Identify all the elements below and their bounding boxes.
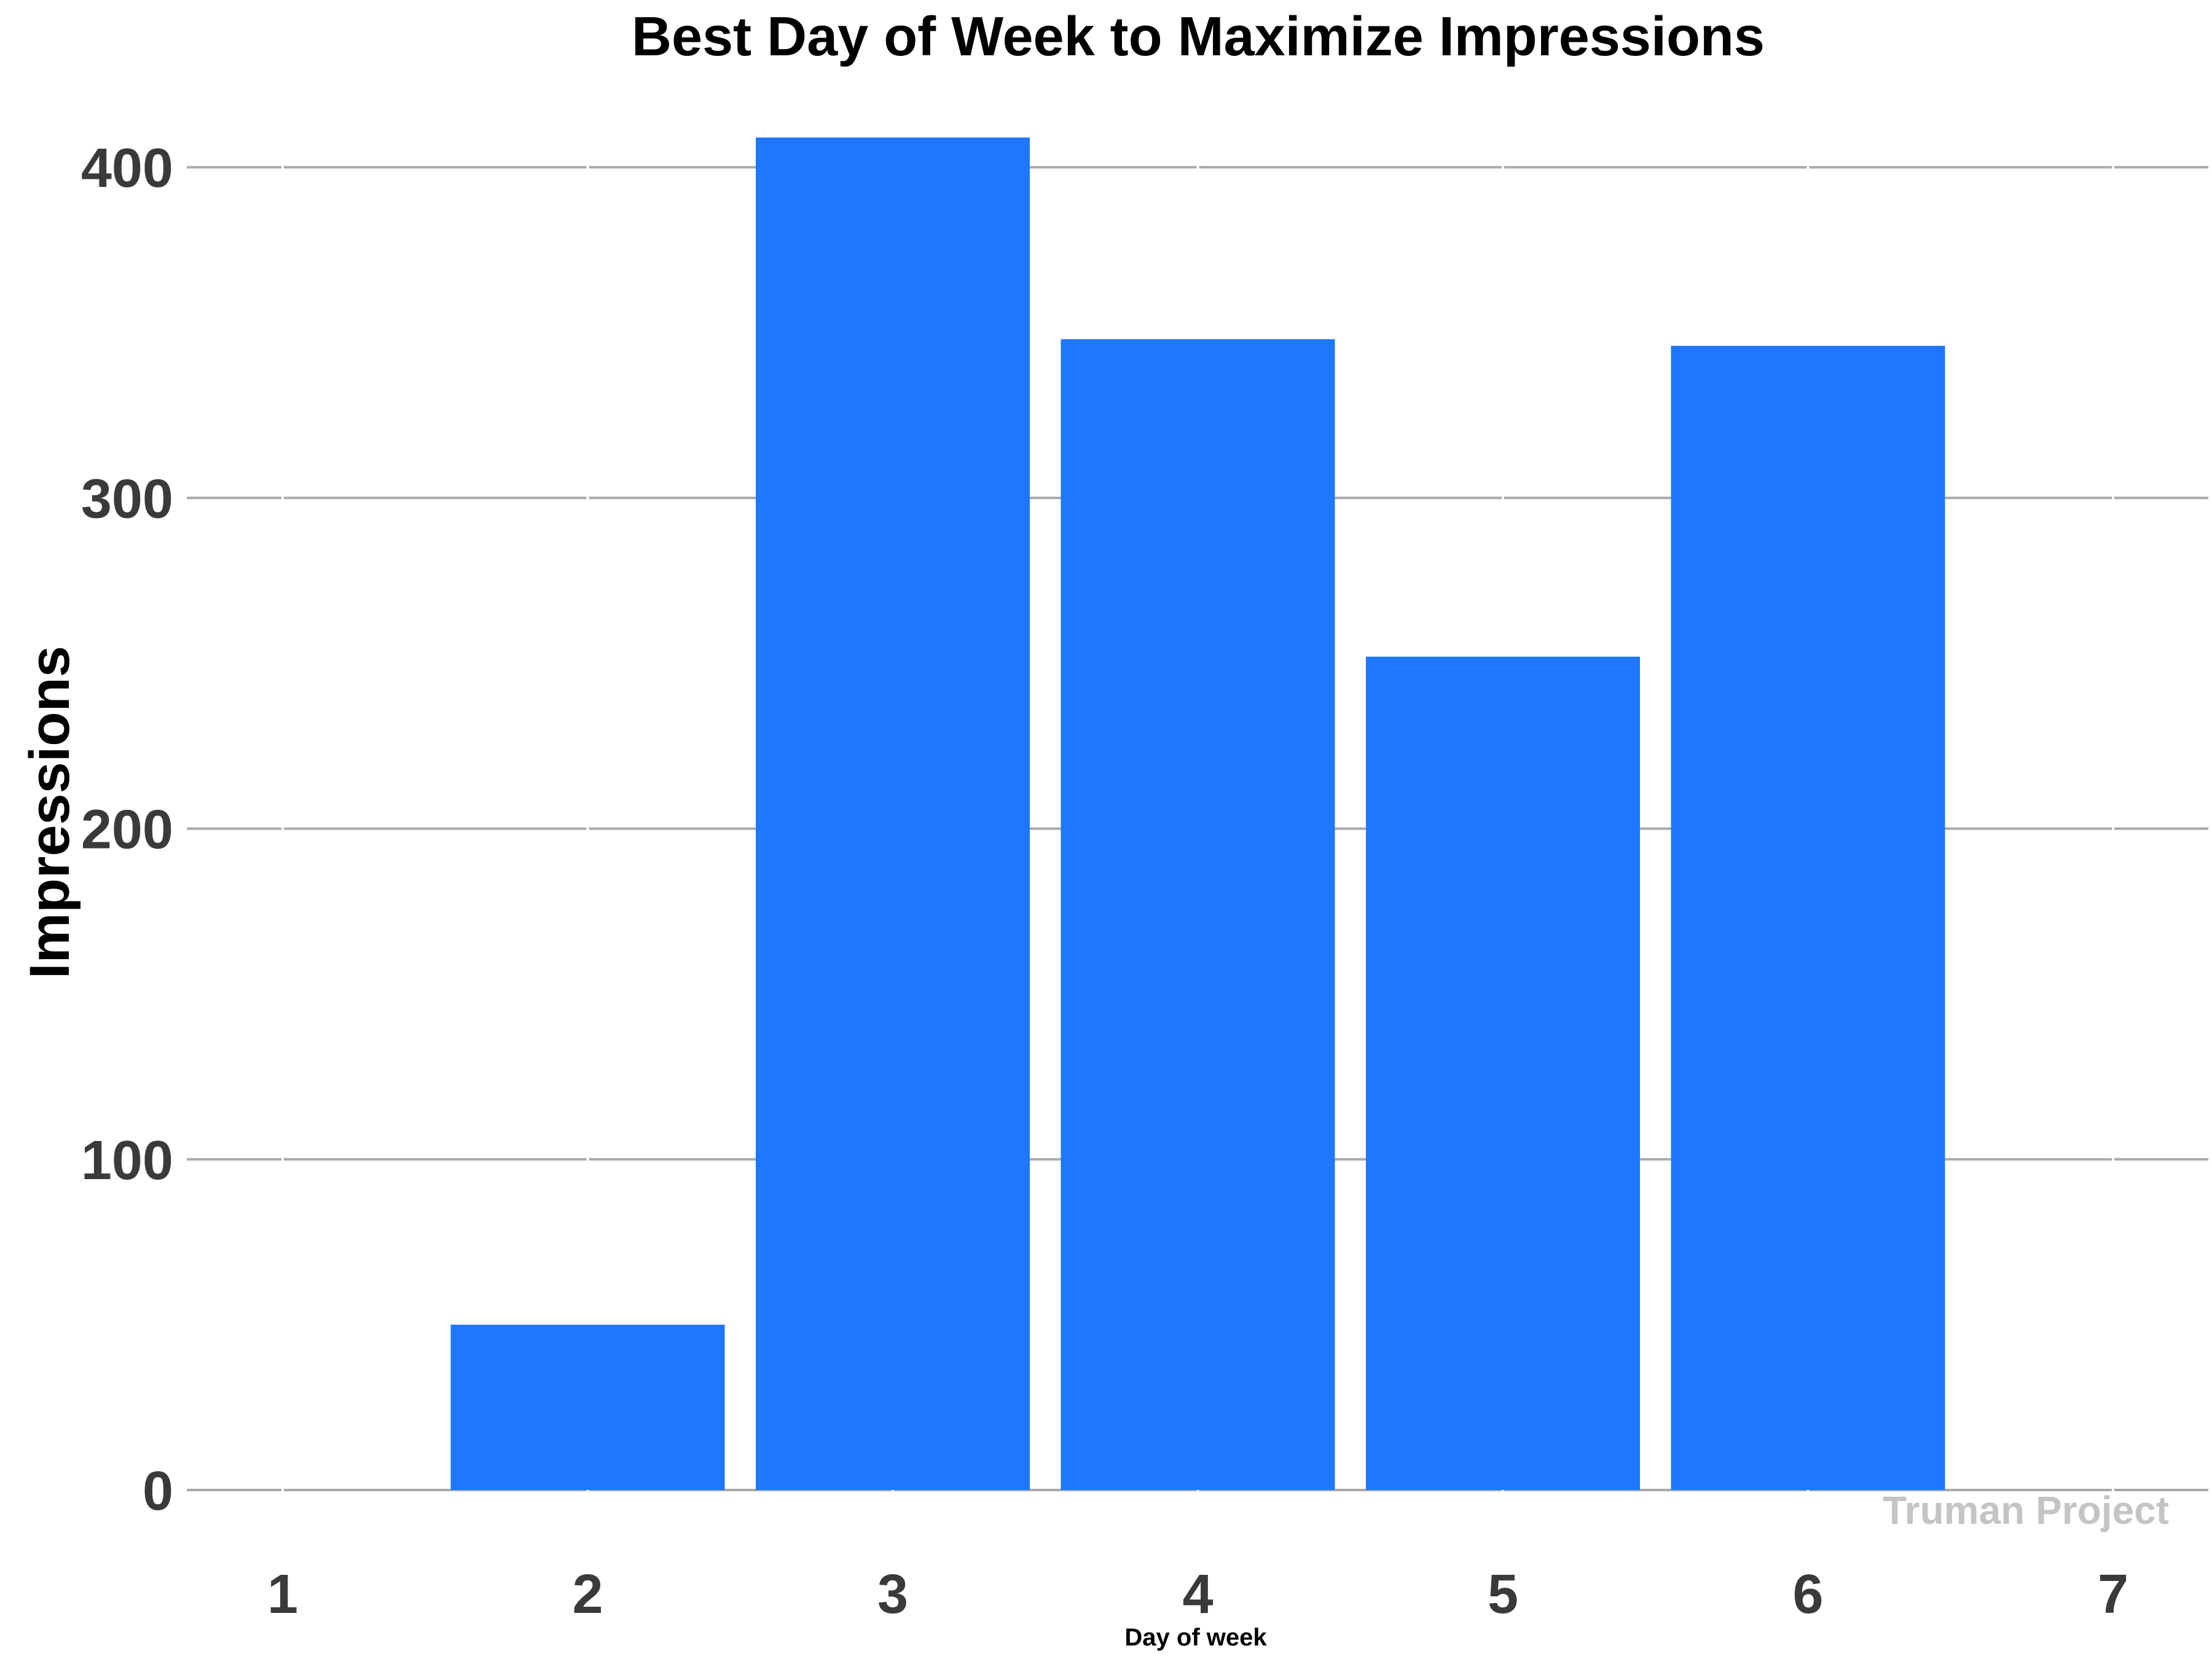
y-tick-label: 400 xyxy=(81,138,173,199)
bar-6 xyxy=(1671,345,1945,1490)
bar-2 xyxy=(450,1324,725,1490)
x-tick-label: 3 xyxy=(877,1564,908,1625)
x-tick-label: 7 xyxy=(2098,1564,2128,1625)
x-axis-label: Day of week xyxy=(1124,1624,1267,1651)
x-tick-label: 4 xyxy=(1182,1564,1213,1625)
bars xyxy=(450,137,1945,1491)
bar-3 xyxy=(756,137,1030,1491)
x-tick-label: 2 xyxy=(572,1564,603,1625)
y-tick-label: 0 xyxy=(143,1461,173,1522)
bar-5 xyxy=(1366,656,1640,1490)
bar-4 xyxy=(1061,339,1335,1491)
y-tick-label: 300 xyxy=(81,468,173,530)
watermark: Truman Project xyxy=(1883,1488,2169,1532)
x-tick-label: 1 xyxy=(267,1564,298,1625)
y-axis-ticks: 0 100 200 300 400 xyxy=(81,138,173,1522)
x-axis-ticks: 1 2 3 4 5 6 7 xyxy=(267,1564,2128,1625)
chart-title: Best Day of Week to Maximize Impressions xyxy=(632,6,1765,68)
x-tick-label: 6 xyxy=(1792,1564,1823,1625)
x-tick-label: 5 xyxy=(1488,1564,1518,1625)
y-axis-label: Impressions xyxy=(18,646,81,979)
y-tick-label: 200 xyxy=(81,799,173,861)
y-tick-label: 100 xyxy=(81,1130,173,1191)
